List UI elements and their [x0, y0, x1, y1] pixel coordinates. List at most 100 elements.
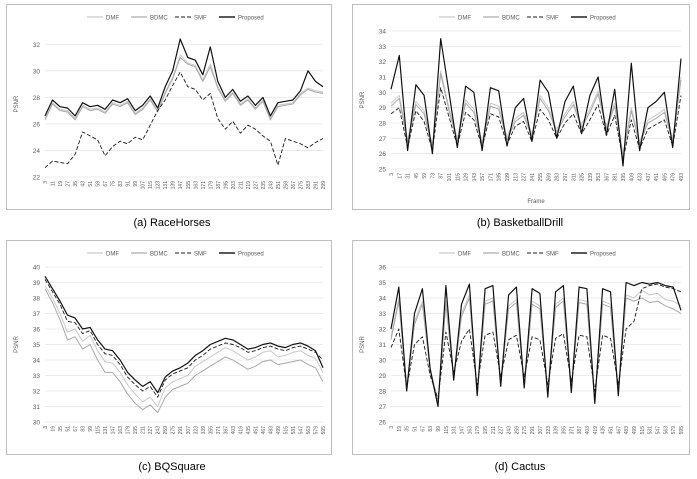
series-line-dmf	[44, 285, 324, 407]
x-tick-label: 339	[201, 426, 207, 435]
x-tick-label: 355	[208, 426, 214, 435]
x-tick-label: 203	[231, 181, 237, 190]
x-tick-label: 31	[406, 173, 412, 179]
x-tick-label: 83	[428, 426, 434, 432]
legend-label-dmf: DMF	[458, 251, 471, 257]
x-tick-label: 435	[246, 426, 252, 435]
x-tick-label: 131	[163, 181, 169, 190]
y-tick-label: 28	[379, 389, 387, 396]
x-tick-label: 115	[444, 426, 450, 434]
y-tick-label: 33	[33, 373, 41, 380]
y-tick-label: 34	[33, 358, 41, 365]
y-tick-label: 32	[379, 327, 387, 334]
x-tick-label: 131	[103, 426, 109, 435]
x-tick-label: 211	[141, 426, 147, 434]
y-tick-label: 29	[379, 105, 387, 112]
legend-label-smf: SMF	[194, 251, 207, 257]
x-tick-label: 291	[313, 181, 319, 190]
x-tick-label: 311	[571, 173, 577, 181]
chart-panel-bqsquare: 30 31 32 33 34 35 36 37 38 39 40 3 19 35 51 67 83 99 115 13…	[6, 240, 332, 455]
caption-bqsquare: (c) BQSquare	[138, 461, 206, 473]
y-tick-label: 30	[33, 68, 41, 75]
y-tick-label: 24	[33, 148, 41, 155]
x-tick-label: 259	[283, 181, 289, 190]
y-tick-label: 40	[33, 265, 41, 272]
y-axis-label: PSNR	[360, 335, 366, 352]
x-tick-label: 275	[522, 426, 528, 435]
x-tick-label: 123	[156, 181, 162, 190]
x-tick-label: 371	[216, 426, 222, 435]
x-tick-label: 115	[96, 426, 102, 434]
x-tick-label: 595	[321, 426, 327, 435]
x-tick-label: 171	[201, 181, 207, 190]
y-tick-label: 28	[379, 121, 387, 128]
x-tick-label: 99	[133, 181, 139, 187]
x-tick-label: 371	[569, 426, 575, 435]
chart-panel-cactus: 26 27 28 29 30 31 32 33 34 35 36 3 19 35 51 67 83 99 115 13…	[352, 240, 690, 455]
y-tick-label: 22	[33, 175, 41, 182]
x-axis-label: Frame	[527, 199, 545, 205]
x-tick-label: 451	[608, 426, 614, 435]
chart-panel-racehorses: 22 24 26 28 30 32 3 11 19 27 35 43 51 59 67 75 83 91 99 107…	[6, 4, 332, 210]
y-tick-label: 39	[33, 280, 41, 287]
x-tick-label: 243	[507, 426, 513, 435]
x-tick-label: 227	[148, 426, 154, 435]
x-tick-label: 325	[580, 173, 586, 182]
legend-label-smf: SMF	[546, 251, 559, 257]
x-tick-label: 27	[66, 181, 72, 187]
x-tick-label: 19	[397, 426, 403, 432]
x-tick-label: 67	[103, 181, 109, 187]
x-tick-label: 403	[231, 426, 237, 435]
y-tick-label: 38	[33, 296, 41, 303]
y-tick-label: 35	[33, 342, 41, 349]
x-tick-label: 381	[613, 173, 619, 182]
legend-label-dmf: DMF	[458, 15, 471, 21]
x-tick-label: 75	[111, 181, 117, 187]
x-tick-label: 467	[261, 426, 267, 435]
x-tick-label: 35	[405, 426, 411, 432]
x-tick-label: 367	[604, 173, 610, 182]
x-tick-label: 291	[530, 426, 536, 435]
x-tick-label: 275	[171, 426, 177, 435]
legend-label-dmf: DMF	[106, 251, 119, 257]
x-tick-label: 299	[321, 181, 327, 190]
x-tick-label: 241	[530, 173, 536, 182]
y-tick-label: 31	[379, 75, 387, 82]
y-tick-label: 26	[33, 121, 41, 128]
x-tick-label: 163	[118, 426, 124, 435]
x-tick-label: 307	[538, 426, 544, 435]
legend-label-bdmc: BDMC	[502, 251, 520, 257]
x-tick-label: 387	[223, 426, 229, 435]
x-tick-label: 483	[624, 426, 630, 435]
chart-racehorses: 22 24 26 28 30 32 3 11 19 27 35 43 51 59 67 75 83 91 99 107…	[14, 15, 327, 190]
x-tick-label: 179	[475, 426, 481, 435]
x-tick-label: 11	[51, 181, 57, 186]
x-tick-label: 395	[621, 173, 627, 182]
x-tick-label: 259	[514, 426, 520, 435]
x-tick-label: 267	[291, 181, 297, 190]
y-tick-label: 32	[379, 59, 387, 66]
y-tick-label: 32	[33, 42, 41, 49]
series-line-smf	[390, 87, 682, 161]
y-axis-label: PSNR	[14, 95, 20, 112]
x-tick-label: 59	[96, 181, 102, 187]
series-line-bdmc	[44, 57, 324, 121]
x-tick-label: 131	[452, 426, 458, 435]
x-tick-label: 143	[472, 173, 478, 182]
x-tick-label: 171	[488, 173, 494, 182]
x-tick-label: 259	[163, 426, 169, 435]
x-tick-label: 563	[306, 426, 312, 435]
caption-basketballdrill: (b) BasketballDrill	[476, 217, 564, 229]
x-tick-label: 35	[58, 426, 64, 432]
y-axis-label: PSNR	[360, 91, 366, 108]
x-tick-label: 3	[389, 426, 395, 429]
x-tick-label: 323	[193, 426, 199, 435]
x-tick-label: 227	[253, 181, 259, 190]
x-tick-label: 269	[546, 173, 552, 182]
x-tick-label: 107	[141, 181, 147, 190]
x-tick-label: 147	[178, 181, 184, 190]
x-tick-label: 255	[538, 173, 544, 182]
x-tick-label: 17	[397, 173, 403, 179]
